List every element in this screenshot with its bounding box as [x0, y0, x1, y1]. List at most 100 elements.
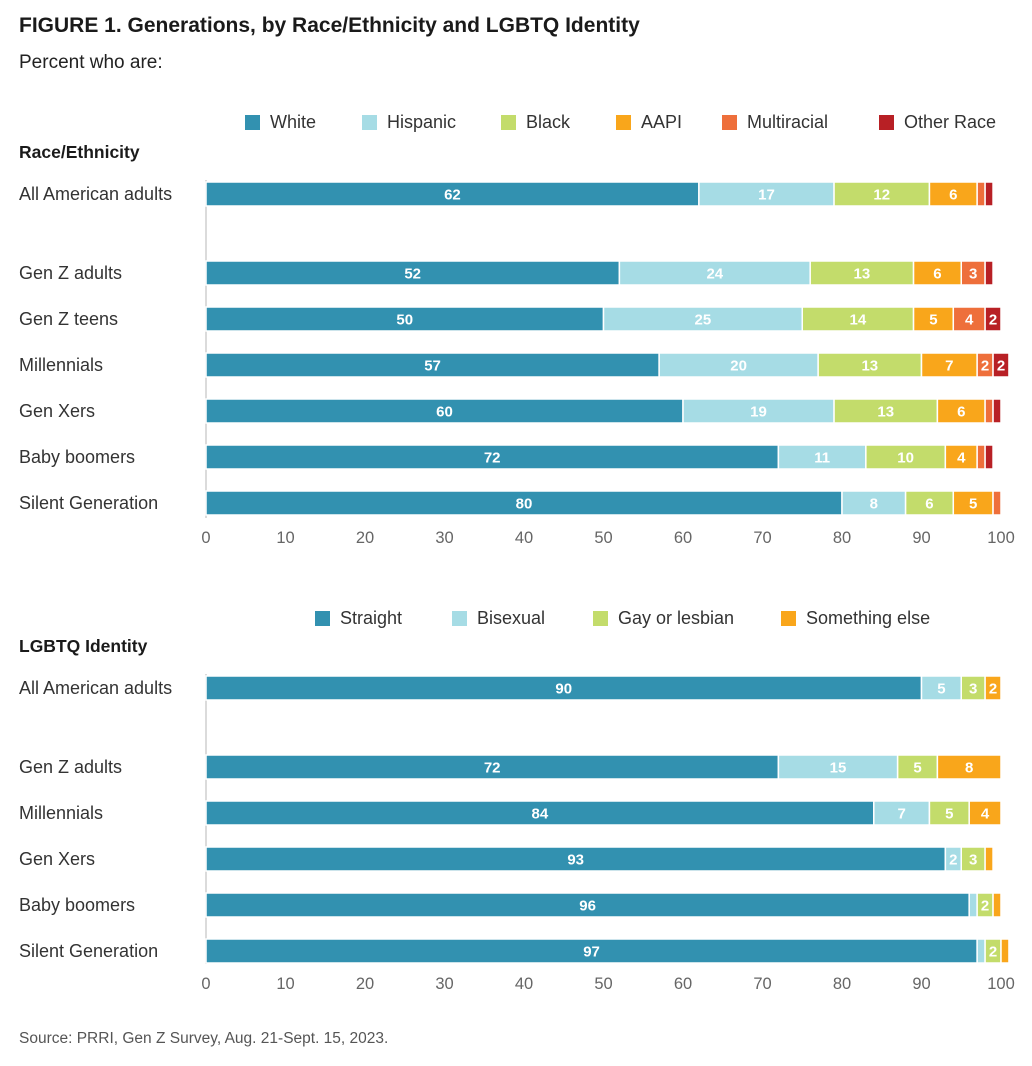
- panel2-data-label-1-2: 5: [937, 681, 945, 698]
- panel1-legend-label-3: Black: [526, 112, 571, 132]
- panel2-legend-swatch-4: [781, 611, 796, 626]
- panel1-bar-6-other-race: [984, 444, 994, 470]
- panel1-category-label-2: Gen Z adults: [19, 263, 122, 283]
- panel2-data-label-4-3: 3: [969, 852, 977, 869]
- panel2-x-tick-1: 0: [201, 975, 210, 993]
- panel1-bar-1-white: [205, 181, 700, 207]
- panel1-data-label-3-2: 25: [695, 312, 712, 329]
- panel1-bar-2-white: [205, 260, 621, 286]
- panel2-bar-1-something-else: [984, 675, 1002, 701]
- panel1-bar-2-other-race: [984, 260, 994, 286]
- panel1-x-tick-3: 20: [356, 529, 374, 547]
- panel2-x-tick-5: 40: [515, 975, 533, 993]
- panel1-bar-6-hispanic: [777, 444, 867, 470]
- panel1-x-tick-2: 10: [276, 529, 294, 547]
- panel1-legend-swatch-2: [362, 115, 377, 130]
- panel1-data-label-3-4: 5: [929, 312, 937, 329]
- panel1-legend-label-4: AAPI: [641, 112, 682, 132]
- panel2-legend-swatch-2: [452, 611, 467, 626]
- panel1-section-label: Race/Ethnicity: [19, 142, 140, 162]
- panel1-bar-3-aapi: [912, 306, 955, 332]
- panel1-data-label-5-1: 60: [436, 404, 453, 421]
- panel2-data-label-3-2: 7: [897, 806, 905, 823]
- panel1-bar-7-multiracial: [992, 490, 1002, 516]
- panel2-bar-5-bisexual: [968, 892, 978, 918]
- panel1-bar-4-aapi: [920, 352, 978, 378]
- panel2-category-label-4: Gen Xers: [19, 849, 95, 869]
- panel2-category-label-6: Silent Generation: [19, 941, 158, 961]
- panel2-category-label-1: All American adults: [19, 678, 172, 698]
- panel2-data-label-3-4: 4: [981, 806, 990, 823]
- panel1-data-label-3-6: 2: [989, 312, 997, 329]
- panel2-legend-swatch-3: [593, 611, 608, 626]
- panel2-data-label-6-1: 97: [583, 944, 600, 961]
- figure-title: FIGURE 1. Generations, by Race/Ethnicity…: [19, 14, 640, 37]
- panel1-bar-5-other-race: [992, 398, 1002, 424]
- panel1-data-label-3-1: 50: [396, 312, 413, 329]
- panel1-legend-swatch-6: [879, 115, 894, 130]
- panel1-data-label-7-3: 6: [925, 496, 933, 513]
- panel1-bar-4-black: [817, 352, 923, 378]
- panel2-legend-label-3: Gay or lesbian: [618, 608, 734, 628]
- panel2-category-label-2: Gen Z adults: [19, 757, 122, 777]
- panel2-bar-4-something-else: [984, 846, 994, 872]
- panel1-x-tick-1: 0: [201, 529, 210, 547]
- panel2-bar-1-bisexual: [920, 675, 962, 701]
- panel2-section-label: LGBTQ Identity: [19, 636, 148, 656]
- panel1-data-label-6-4: 4: [957, 450, 966, 467]
- panel2-data-label-2-2: 15: [830, 760, 847, 777]
- panel2-bar-6-bisexual: [976, 938, 986, 964]
- panel1-legend-label-5: Multiracial: [747, 112, 828, 132]
- panel1-legend-swatch-3: [501, 115, 516, 130]
- panel2-x-tick-10: 90: [912, 975, 930, 993]
- panel2-legend-swatch-1: [315, 611, 330, 626]
- panel1-data-label-6-1: 72: [484, 450, 501, 467]
- panel1-category-label-3: Gen Z teens: [19, 309, 118, 329]
- panel1-bar-2-black: [809, 260, 915, 286]
- panel2-bar-3-gay-or-lesbian: [928, 800, 970, 826]
- panel1-bar-3-multiracial: [952, 306, 986, 332]
- panel2-data-label-5-1: 96: [579, 898, 596, 915]
- panel2-data-label-4-1: 93: [567, 852, 584, 869]
- panel2-bar-1-straight: [205, 675, 923, 701]
- panel2-x-tick-4: 30: [435, 975, 453, 993]
- panel1-x-tick-10: 90: [912, 529, 930, 547]
- panel1-data-label-1-1: 62: [444, 187, 461, 204]
- panel2-bar-2-something-else: [936, 754, 1002, 780]
- panel2-legend-label-2: Bisexual: [477, 608, 545, 628]
- panel1-data-label-5-3: 13: [877, 404, 894, 421]
- panel1-category-label-1: All American adults: [19, 184, 172, 204]
- panel2-bar-3-something-else: [968, 800, 1002, 826]
- panel1-bar-7-black: [904, 490, 955, 516]
- panel1-bar-2-aapi: [912, 260, 962, 286]
- panel1-bar-1-multiracial: [976, 181, 986, 207]
- panel1-bar-7-aapi: [952, 490, 994, 516]
- panel1-data-label-7-4: 5: [969, 496, 977, 513]
- panel1-category-label-5: Gen Xers: [19, 401, 95, 421]
- source-note: Source: PRRI, Gen Z Survey, Aug. 21-Sept…: [19, 1030, 389, 1047]
- panel2-data-label-1-3: 3: [969, 681, 977, 698]
- panel1-data-label-5-4: 6: [957, 404, 965, 421]
- panel1-bar-3-black: [801, 306, 915, 332]
- panel1-bar-1-aapi: [928, 181, 978, 207]
- panel2-category-label-3: Millennials: [19, 803, 103, 823]
- panel2-bar-2-straight: [205, 754, 780, 780]
- panel2-x-tick-3: 20: [356, 975, 374, 993]
- panel1-bar-7-white: [205, 490, 843, 516]
- panel1-data-label-2-3: 13: [854, 266, 871, 283]
- panel1-data-label-1-4: 6: [949, 187, 957, 204]
- panel1-data-label-4-4: 7: [945, 358, 953, 375]
- panel2-x-tick-7: 60: [674, 975, 692, 993]
- panel1-data-label-5-2: 19: [750, 404, 767, 421]
- panel1-legend-label-1: White: [270, 112, 316, 132]
- panel2-data-label-2-3: 5: [913, 760, 921, 777]
- panel1-data-label-3-3: 14: [850, 312, 867, 329]
- panel1-bar-5-multiracial: [984, 398, 994, 424]
- panel1-data-label-1-3: 12: [873, 187, 890, 204]
- panel1-data-label-4-6: 2: [997, 358, 1005, 375]
- panel1-bar-2-hispanic: [618, 260, 811, 286]
- panel2-data-label-1-4: 2: [989, 681, 997, 698]
- panel2-data-label-3-3: 5: [945, 806, 953, 823]
- panel1-data-label-6-3: 10: [897, 450, 914, 467]
